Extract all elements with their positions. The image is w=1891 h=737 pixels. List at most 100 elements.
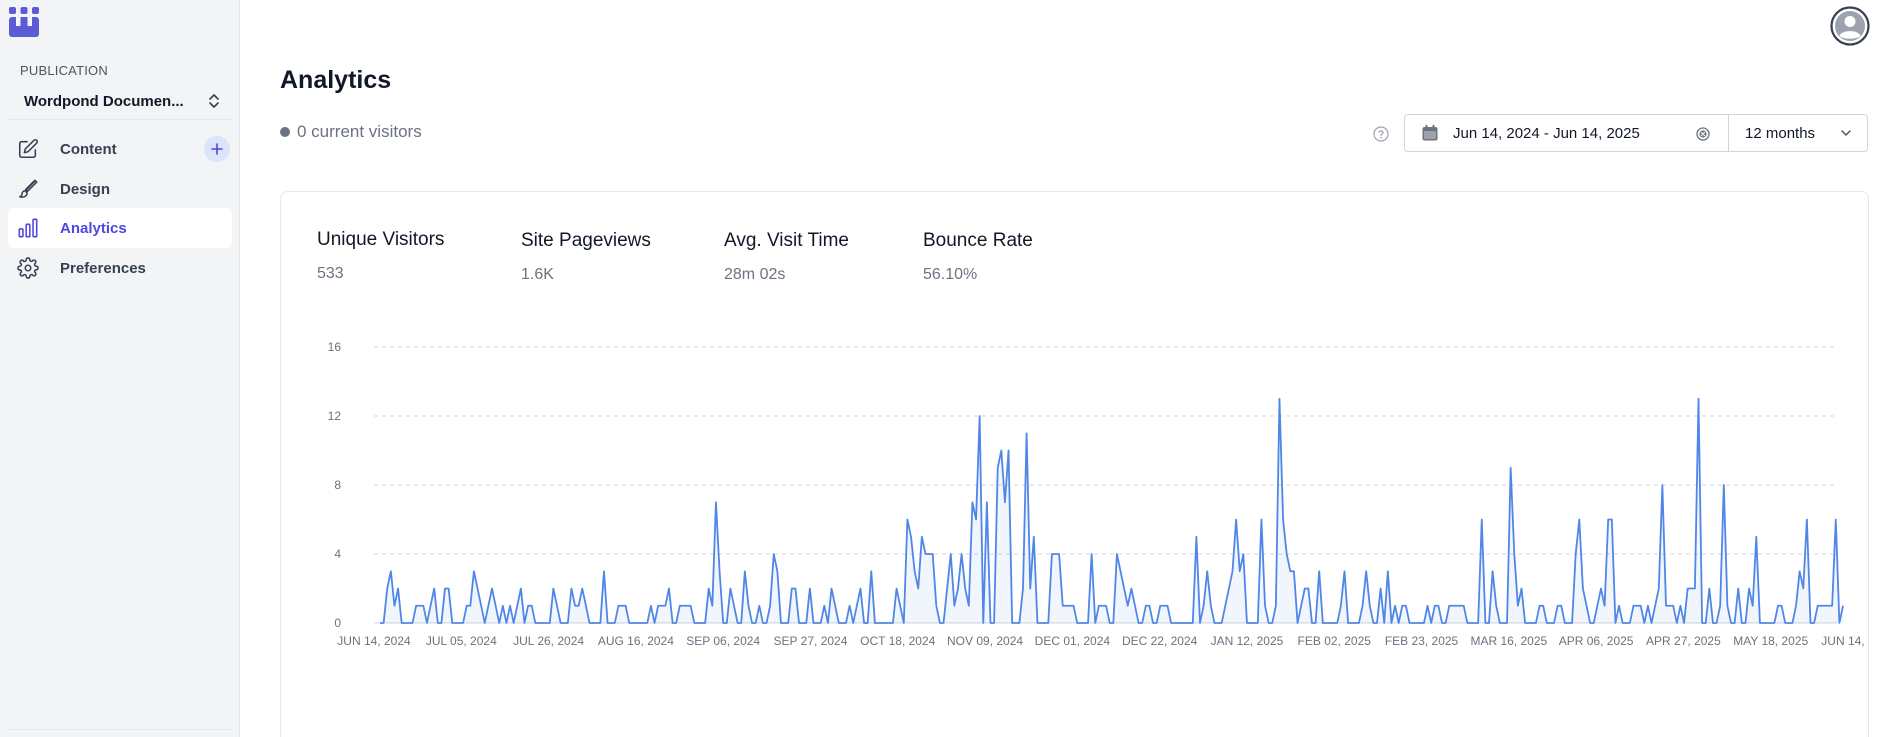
chart-point[interactable] — [1682, 621, 1687, 626]
chart-point[interactable] — [1194, 534, 1199, 539]
chart-point[interactable] — [1797, 569, 1802, 574]
chart-point[interactable] — [479, 603, 484, 608]
chart-point[interactable] — [768, 603, 773, 608]
chart-point[interactable] — [753, 621, 758, 626]
chart-point[interactable] — [948, 552, 953, 557]
chart-point[interactable] — [1403, 603, 1408, 608]
chart-point[interactable] — [1313, 621, 1318, 626]
chart-point[interactable] — [529, 603, 534, 608]
chart-point[interactable] — [1021, 586, 1026, 591]
chart-point[interactable] — [1367, 603, 1372, 608]
chart-point[interactable] — [598, 621, 603, 626]
chart-point[interactable] — [1306, 586, 1311, 591]
chart-point[interactable] — [471, 569, 476, 574]
chart-point[interactable] — [843, 621, 848, 626]
stat-site-pageviews[interactable]: Site Pageviews 1.6K — [521, 230, 651, 284]
chart-point[interactable] — [1718, 603, 1723, 608]
chart-point[interactable] — [1494, 603, 1499, 608]
period-select[interactable]: 12 months — [1729, 115, 1867, 151]
chart-point[interactable] — [1732, 621, 1737, 626]
chart-point[interactable] — [1660, 483, 1665, 488]
chart-point[interactable] — [1356, 621, 1361, 626]
chart-point[interactable] — [909, 534, 914, 539]
chart-point[interactable] — [1725, 603, 1730, 608]
chart-point[interactable] — [963, 586, 968, 591]
chart-point[interactable] — [1533, 621, 1538, 626]
chart-point[interactable] — [894, 586, 899, 591]
chart-point[interactable] — [959, 552, 964, 557]
chart-point[interactable] — [511, 621, 516, 626]
chart-point[interactable] — [919, 534, 924, 539]
chart-point[interactable] — [1577, 517, 1582, 522]
chart-point[interactable] — [1443, 621, 1448, 626]
chart-point[interactable] — [945, 586, 950, 591]
chart-point[interactable] — [1017, 621, 1022, 626]
chart-point[interactable] — [728, 586, 733, 591]
chart-point[interactable] — [757, 603, 762, 608]
chart-point[interactable] — [645, 621, 650, 626]
chart-point[interactable] — [388, 569, 393, 574]
date-range-picker[interactable]: Jun 14, 2024 - Jun 14, 2025 — [1405, 115, 1729, 151]
chart-point[interactable] — [1436, 603, 1441, 608]
chart-point[interactable] — [1638, 603, 1643, 608]
chart-point[interactable] — [1598, 586, 1603, 591]
chart-point[interactable] — [1750, 603, 1755, 608]
chart-point[interactable] — [1425, 603, 1430, 608]
chart-point[interactable] — [898, 603, 903, 608]
chart-point[interactable] — [424, 621, 429, 626]
chart-point[interactable] — [1393, 603, 1398, 608]
chart-point[interactable] — [1382, 621, 1387, 626]
chart-point[interactable] — [518, 586, 523, 591]
chart-point[interactable] — [1645, 603, 1650, 608]
chart-point[interactable] — [1396, 621, 1401, 626]
chart-point[interactable] — [1559, 603, 1564, 608]
chart-point[interactable] — [612, 621, 617, 626]
chart-point[interactable] — [583, 603, 588, 608]
chart-point[interactable] — [1573, 552, 1578, 557]
chart-point[interactable] — [1125, 603, 1130, 608]
chart-point[interactable] — [1198, 621, 1203, 626]
chart-point[interactable] — [1201, 603, 1206, 608]
chart-point[interactable] — [1317, 569, 1322, 574]
chart-point[interactable] — [818, 621, 823, 626]
chart-point[interactable] — [515, 603, 520, 608]
chart-point[interactable] — [1595, 603, 1600, 608]
chart-point[interactable] — [1570, 621, 1575, 626]
stat-avg-visit-time[interactable]: Avg. Visit Time 28m 02s — [724, 230, 849, 284]
chart-point[interactable] — [829, 586, 834, 591]
chart-point[interactable] — [1519, 586, 1524, 591]
chart-point[interactable] — [1772, 621, 1777, 626]
chart-point[interactable] — [1747, 586, 1752, 591]
chart-point[interactable] — [970, 500, 975, 505]
chart-point[interactable] — [1508, 465, 1513, 470]
chart-point[interactable] — [1841, 603, 1846, 608]
chart-point[interactable] — [1692, 586, 1697, 591]
chart-point[interactable] — [1291, 569, 1296, 574]
chart-point[interactable] — [1111, 621, 1116, 626]
chart-point[interactable] — [1801, 586, 1806, 591]
chart-point[interactable] — [724, 621, 729, 626]
chart-point[interactable] — [1342, 569, 1347, 574]
chart-point[interactable] — [1779, 603, 1784, 608]
chart-point[interactable] — [1154, 621, 1159, 626]
chart-point[interactable] — [999, 448, 1004, 453]
chart-point[interactable] — [1794, 603, 1799, 608]
chart-point[interactable] — [439, 621, 444, 626]
chart-point[interactable] — [851, 621, 856, 626]
chart-point[interactable] — [623, 603, 628, 608]
chart-point[interactable] — [547, 621, 552, 626]
chart-point[interactable] — [992, 621, 997, 626]
chart-point[interactable] — [385, 586, 390, 591]
help-icon[interactable] — [1373, 126, 1389, 142]
chart-point[interactable] — [930, 552, 935, 557]
chart-point[interactable] — [1378, 586, 1383, 591]
chart-point[interactable] — [1541, 603, 1546, 608]
chart-point[interactable] — [1002, 500, 1007, 505]
chart-point[interactable] — [764, 621, 769, 626]
chart-point[interactable] — [1613, 621, 1618, 626]
chart-point[interactable] — [1360, 603, 1365, 608]
chart-point[interactable] — [1515, 603, 1520, 608]
chart-point[interactable] — [1104, 603, 1109, 608]
chart-point[interactable] — [710, 603, 715, 608]
chart-point[interactable] — [1580, 586, 1585, 591]
